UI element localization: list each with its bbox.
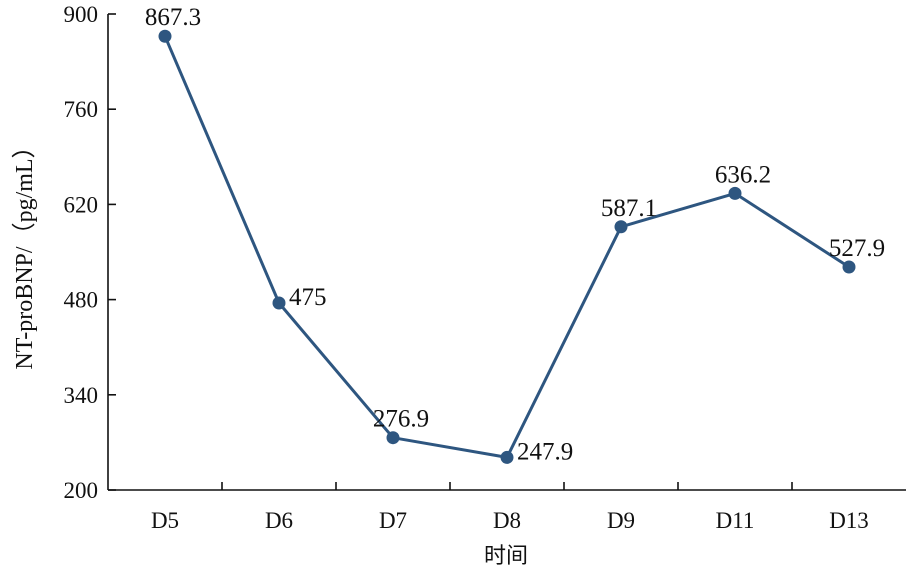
x-tick-label: D5 — [151, 508, 179, 533]
data-label: 636.2 — [715, 161, 771, 188]
y-tick-label: 200 — [64, 478, 99, 503]
y-tick-label: 340 — [64, 383, 99, 408]
data-point — [272, 296, 286, 310]
y-tick-label: 620 — [64, 192, 99, 217]
y-axis-title: NT-proBNP/（pg/mL） — [12, 134, 38, 369]
series-line — [163, 35, 850, 459]
data-label: 527.9 — [829, 235, 885, 262]
data-label: 247.9 — [517, 438, 573, 465]
axes — [107, 14, 906, 491]
y-tick-label: 480 — [64, 288, 99, 313]
x-tick-label: D6 — [265, 508, 293, 533]
data-point — [158, 29, 172, 43]
data-label: 867.3 — [145, 4, 201, 31]
y-tick-label: 900 — [64, 2, 99, 27]
data-point — [614, 220, 628, 234]
data-labels: 867.3 475 276.9 247.9 587.1 636.2 527.9 — [145, 4, 885, 465]
x-ticks: D5 D6 D7 D8 D9 D11 D13 — [151, 482, 869, 533]
data-label: 587.1 — [601, 195, 657, 222]
x-tick-label: D9 — [607, 508, 635, 533]
y-tick-label: 760 — [64, 97, 99, 122]
data-label: 276.9 — [373, 406, 429, 433]
x-tick-label: D13 — [829, 508, 869, 533]
x-tick-label: D7 — [379, 508, 407, 533]
data-point — [500, 450, 514, 464]
x-tick-label: D11 — [716, 508, 755, 533]
data-point — [728, 186, 742, 200]
series-group — [158, 29, 856, 464]
x-axis-title: 时间 — [484, 544, 528, 569]
x-tick-label: D8 — [493, 508, 521, 533]
data-label: 475 — [289, 284, 327, 311]
data-point — [386, 431, 400, 445]
y-ticks: 200 340 480 620 760 900 — [64, 2, 116, 503]
data-point — [842, 260, 856, 274]
